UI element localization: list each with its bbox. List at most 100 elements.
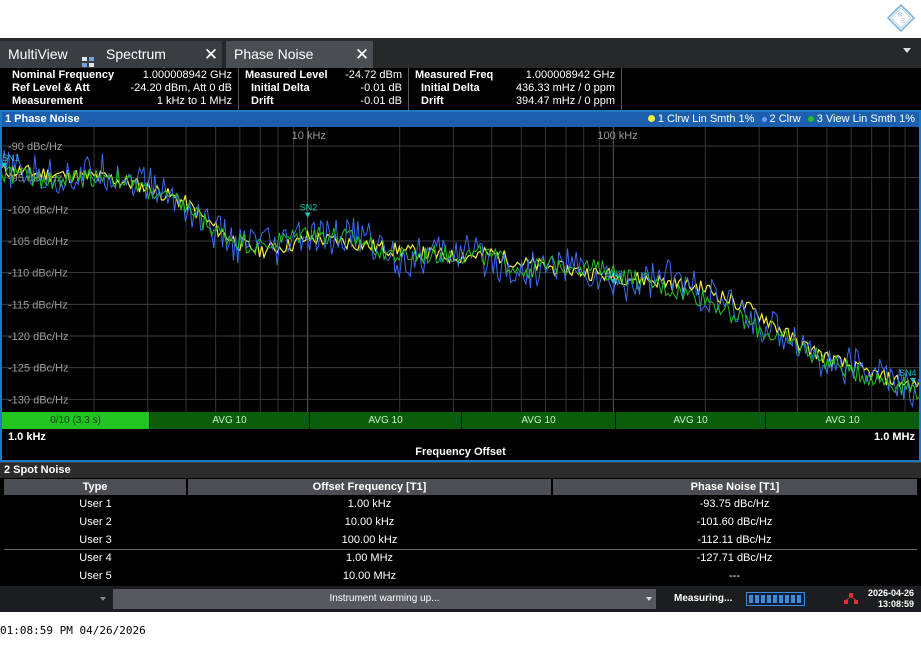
svg-text:S: S bbox=[901, 19, 905, 25]
status-left-dropdown-icon[interactable] bbox=[100, 597, 106, 601]
ref-level-value: -24.20 dBm, Att 0 dB bbox=[130, 82, 232, 94]
trace3-label: 3 View Lin Smth 1% bbox=[816, 113, 915, 125]
trace3-legend[interactable]: 3 View Lin Smth 1% bbox=[807, 112, 915, 127]
tab-phase-noise-label: Phase Noise bbox=[234, 46, 314, 62]
row-type: User 4 bbox=[4, 548, 187, 567]
marker-label: SN2 bbox=[300, 202, 318, 212]
table-row[interactable]: User 3 100.00 kHz -112.11 dBc/Hz bbox=[4, 531, 917, 549]
tab-spectrum[interactable]: Spectrum bbox=[98, 41, 200, 68]
row-noise: -127.71 dBc/Hz bbox=[552, 548, 917, 567]
tab-multiview[interactable]: MultiView bbox=[0, 41, 98, 68]
measurement-label: Measurement bbox=[12, 95, 83, 107]
marker-label: SN1 bbox=[2, 153, 20, 163]
multiview-grid-icon bbox=[82, 49, 94, 67]
measuring-progress-bar bbox=[746, 592, 805, 606]
trace1-label: 1 Clrw Lin Smth 1% bbox=[657, 113, 755, 125]
trace1-dot-icon bbox=[647, 115, 655, 122]
avg-segment: AVG 10 bbox=[462, 412, 616, 429]
y-tick-label: -105 dBc/Hz bbox=[8, 236, 69, 248]
trace2-dot-icon bbox=[761, 117, 767, 122]
tab-multiview-label: MultiView bbox=[8, 46, 68, 62]
measured-freq-label: Measured Freq bbox=[415, 69, 494, 81]
status-date: 2026-04-26 bbox=[868, 588, 915, 598]
sweep-average-bar: 0/10 (3.3 s) AVG 10 AVG 10 AVG 10 AVG 10… bbox=[2, 412, 919, 429]
tab-overflow-arrow-icon[interactable] bbox=[903, 48, 911, 53]
measurement-info-bar[interactable]: Nominal Frequency 1.000008942 GHz Ref Le… bbox=[0, 68, 921, 110]
marker-label: SN4 bbox=[899, 368, 917, 378]
phase-noise-window[interactable]: 1 Phase Noise 1 Clrw Lin Smth 1% 2 Clrw … bbox=[0, 110, 921, 462]
svg-text:R: R bbox=[898, 13, 903, 19]
y-tick-label: -100 dBc/Hz bbox=[8, 204, 69, 216]
trace2-legend[interactable]: 2 Clrw bbox=[761, 112, 801, 127]
table-row[interactable]: User 5 10.00 MHz --- bbox=[4, 567, 917, 585]
marker-triangle-icon bbox=[304, 212, 311, 218]
tab-bar: MultiView Spectrum ✕ Phase Noise ✕ bbox=[0, 38, 921, 68]
table-header-row: Type Offset Frequency [T1] Phase Noise [… bbox=[4, 479, 917, 495]
avg-segment: AVG 10 bbox=[310, 412, 462, 429]
measured-freq-value: 1.000008942 GHz bbox=[525, 69, 615, 81]
marker-triangle-icon bbox=[610, 279, 617, 285]
measurement-value: 1 kHz to 1 MHz bbox=[156, 95, 232, 107]
y-tick-label: -110 dBc/Hz bbox=[8, 268, 68, 280]
x-axis-range: 1.0 kHz 1.0 MHz bbox=[2, 429, 919, 445]
phase-noise-close-icon[interactable]: ✕ bbox=[351, 41, 373, 68]
nominal-frequency-value: 1.000008942 GHz bbox=[142, 69, 232, 81]
x-axis-title: Frequency Offset bbox=[415, 446, 506, 458]
column-header-phase-noise[interactable]: Phase Noise [T1] bbox=[552, 479, 917, 495]
y-tick-label: -120 dBc/Hz bbox=[8, 331, 69, 343]
status-time: 13:08:59 bbox=[878, 599, 915, 609]
measuring-label: Measuring... bbox=[674, 593, 733, 604]
avg-segment: AVG 10 bbox=[825, 415, 860, 426]
spot-noise-title[interactable]: 2 Spot Noise bbox=[0, 463, 921, 478]
drift-level-value: -0.01 dB bbox=[360, 95, 402, 107]
ref-level-label: Ref Level & Att bbox=[12, 82, 90, 94]
drift-level-label: Drift bbox=[251, 95, 274, 107]
trace-3-line bbox=[2, 165, 919, 400]
x-tick-label: 100 kHz bbox=[597, 130, 637, 142]
table-row[interactable]: User 1 1.00 kHz -93.75 dBc/Hz bbox=[4, 495, 917, 513]
row-offset: 1.00 kHz bbox=[347, 498, 392, 510]
message-dropdown-icon[interactable] bbox=[646, 597, 652, 601]
initial-delta-level-label: Initial Delta bbox=[251, 82, 310, 94]
measured-level-label: Measured Level bbox=[245, 69, 328, 81]
avg-progress-first: 0/10 (3.3 s) bbox=[2, 412, 150, 429]
trace3-dot-icon bbox=[807, 116, 814, 122]
row-noise: -101.60 dBc/Hz bbox=[696, 516, 773, 528]
phase-noise-window-header[interactable]: 1 Phase Noise 1 Clrw Lin Smth 1% 2 Clrw … bbox=[2, 112, 919, 127]
top-margin: R S bbox=[0, 0, 921, 38]
row-noise: -112.11 dBc/Hz bbox=[697, 533, 772, 546]
status-message-box[interactable]: Instrument warming up... bbox=[113, 589, 656, 609]
y-tick-label: -90 dBc/Hz bbox=[8, 141, 62, 153]
y-tick-label: -115 dBc/Hz bbox=[8, 299, 68, 311]
spot-noise-window[interactable]: 2 Spot Noise Type Offset Frequency [T1] … bbox=[0, 462, 921, 586]
column-header-type[interactable]: Type bbox=[4, 479, 188, 495]
measured-level-value: -24.72 dBm bbox=[345, 69, 402, 81]
info-divider bbox=[238, 68, 239, 110]
column-header-offset-frequency[interactable]: Offset Frequency [T1] bbox=[187, 479, 553, 495]
row-type: User 3 bbox=[79, 533, 112, 546]
network-status-icon[interactable] bbox=[844, 593, 858, 605]
avg-segment: AVG 10 bbox=[150, 412, 310, 429]
trace-1-line bbox=[2, 162, 919, 394]
trace1-legend[interactable]: 1 Clrw Lin Smth 1% bbox=[647, 112, 755, 127]
trace-legend: 1 Clrw Lin Smth 1% 2 Clrw 3 View Lin Smt… bbox=[644, 112, 915, 127]
row-noise: --- bbox=[729, 570, 740, 582]
x-stop-label: 1.0 MHz bbox=[874, 431, 915, 443]
x-start-label: 1.0 kHz bbox=[8, 431, 46, 443]
phase-noise-plot[interactable]: -90 dBc/Hz-95 dBc/Hz-100 dBc/Hz-105 dBc/… bbox=[2, 127, 919, 412]
table-row[interactable]: User 2 10.00 kHz -101.60 dBc/Hz bbox=[4, 513, 917, 531]
trace-2-line bbox=[2, 149, 919, 408]
row-offset: 10.00 kHz bbox=[344, 516, 395, 528]
row-noise: -93.75 dBc/Hz bbox=[699, 498, 770, 510]
phase-noise-title: 1 Phase Noise bbox=[5, 113, 80, 125]
marker-triangle-icon bbox=[910, 377, 916, 383]
spectrum-close-icon[interactable]: ✕ bbox=[200, 41, 222, 68]
table-row[interactable]: User 4 1.00 MHz -127.71 dBc/Hz bbox=[4, 548, 917, 567]
x-tick-label: 10 kHz bbox=[292, 130, 326, 142]
tab-phase-noise[interactable]: Phase Noise bbox=[226, 41, 351, 68]
initial-delta-level-value: -0.01 dB bbox=[360, 82, 402, 94]
row-type: User 2 bbox=[79, 516, 112, 528]
row-type: User 1 bbox=[79, 498, 112, 510]
drift-freq-label: Drift bbox=[421, 95, 444, 107]
status-bar: Instrument warming up... Measuring... 20… bbox=[0, 586, 921, 612]
